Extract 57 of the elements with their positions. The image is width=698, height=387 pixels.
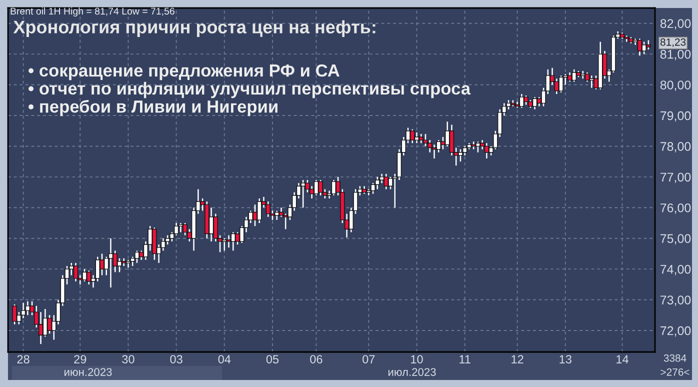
y-tick-label: 79,00 <box>660 111 691 122</box>
candlestick <box>208 207 214 242</box>
x-tick-label: 03 <box>170 355 182 364</box>
candlestick <box>567 72 572 82</box>
candlestick <box>73 262 78 282</box>
x-tick-label: 12 <box>512 355 524 364</box>
text: 3384 <box>664 354 686 362</box>
y-tick-label: 77,00 <box>660 172 691 184</box>
candlestick <box>134 250 140 264</box>
x-tick-label: 13 <box>560 355 572 364</box>
x-tick-label: 14 <box>616 355 628 364</box>
annotation: Brent oil 1H High = 81,74 Low = 71,56 <box>10 7 174 17</box>
text: 81,23 <box>660 38 686 48</box>
x-tick-label: 07 <box>362 355 375 364</box>
candlestick <box>458 148 463 162</box>
x-tick-label: 10 <box>411 355 423 364</box>
candlestick <box>524 94 528 106</box>
candlestick <box>646 40 651 50</box>
candlestick <box>532 96 538 110</box>
x-tick-label: 28 <box>17 355 30 364</box>
candlestick <box>314 179 319 196</box>
annotation: • перебои в Ливии и Нигерии <box>28 100 278 116</box>
candlestick <box>108 238 114 288</box>
x-tick-label: 04 <box>218 355 231 364</box>
y-tick-label: 76,00 <box>660 203 691 214</box>
text: июл.2023 <box>388 368 436 376</box>
y-tick-label: 73,00 <box>660 296 691 306</box>
x-tick-label: 11 <box>460 355 470 364</box>
y-tick-label: 74,00 <box>660 264 691 276</box>
candlestick <box>82 268 87 282</box>
y-tick-label: 82,00 <box>660 19 691 30</box>
x-tick-label: 30 <box>122 355 134 364</box>
y-tick-label: 78,00 <box>660 142 691 152</box>
candlestick <box>117 258 122 273</box>
candlestick <box>266 200 270 218</box>
x-tick-label: 06 <box>310 355 322 364</box>
y-tick-label: 72,00 <box>660 326 691 337</box>
candlestick <box>637 38 642 56</box>
text: >276< <box>660 368 690 376</box>
text: Хронология причин роста цен на нефть: <box>13 20 376 38</box>
candlestick <box>226 234 232 248</box>
text: июн.2023 <box>64 368 112 376</box>
y-tick-label: 75,00 <box>660 234 691 244</box>
candlestick <box>558 74 564 94</box>
annotation: • отчет по инфляции улучшил перспективы спроса <box>28 82 471 98</box>
candlestick <box>235 232 240 246</box>
x-tick-label: 05 <box>266 355 279 364</box>
candlestick <box>414 132 420 144</box>
annotation: • сокращение предложения РФ и СА <box>28 64 340 80</box>
candlestick <box>12 304 17 325</box>
candlestick <box>476 140 480 153</box>
y-tick-label: 81,00 <box>660 50 691 60</box>
y-tick-label: 80,00 <box>660 80 691 91</box>
candlestick <box>100 253 104 276</box>
x-tick-label: 29 <box>74 355 86 364</box>
candlestick <box>432 144 437 160</box>
candlestick <box>252 204 258 227</box>
